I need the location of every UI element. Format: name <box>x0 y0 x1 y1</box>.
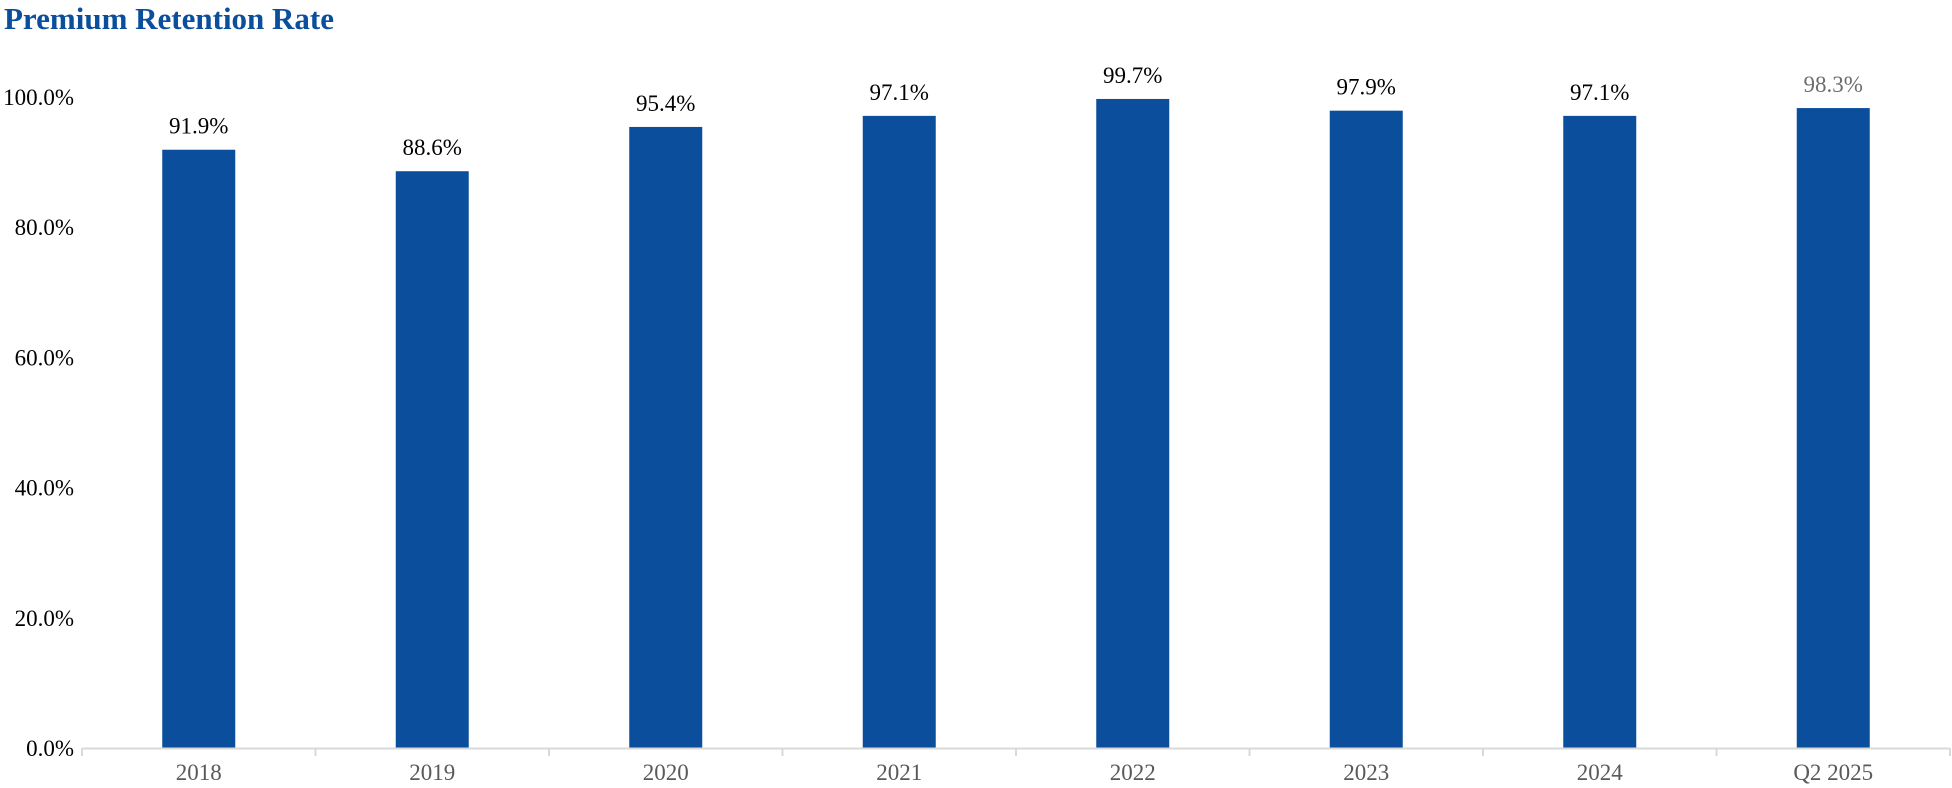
x-tick-label: 2018 <box>176 760 222 785</box>
x-tick-label: 2023 <box>1343 760 1389 785</box>
bar <box>1563 115 1637 748</box>
y-tick-label: 0.0% <box>26 736 74 761</box>
data-label: 98.3% <box>1804 72 1863 97</box>
bar <box>1096 98 1170 748</box>
bar <box>1796 108 1870 748</box>
x-tick-label: 2020 <box>643 760 689 785</box>
x-axis <box>81 747 1951 756</box>
data-label: 97.1% <box>1570 80 1629 105</box>
data-label: 95.4% <box>636 91 695 116</box>
data-label: 91.9% <box>169 114 228 139</box>
data-label: 97.1% <box>870 80 929 105</box>
y-tick-label: 40.0% <box>15 476 74 501</box>
chart-title: Premium Retention Rate <box>4 1 335 36</box>
y-tick-label: 60.0% <box>15 345 74 370</box>
x-tick-label: 2021 <box>876 760 922 785</box>
data-label: 99.7% <box>1103 63 1162 88</box>
y-tick-label: 80.0% <box>15 215 74 240</box>
data-labels: 91.9% 88.6% 95.4% 97.1% 99.7% 97.9% 97.1% 98.3% <box>169 63 1863 160</box>
bars <box>162 98 1870 749</box>
x-axis-labels: 2018 2019 2020 2021 2022 2023 2024 Q2 2025 <box>176 760 1873 785</box>
bar <box>1329 110 1403 748</box>
data-label: 88.6% <box>403 135 462 160</box>
bar <box>862 115 936 748</box>
y-tick-label: 100.0% <box>3 85 74 110</box>
y-axis-labels: 0.0% 20.0% 40.0% 60.0% 80.0% 100.0% <box>3 85 74 761</box>
bar <box>395 171 469 749</box>
bar <box>162 149 236 748</box>
y-tick-label: 20.0% <box>15 606 74 631</box>
x-tick-label: 2022 <box>1110 760 1156 785</box>
data-label: 97.9% <box>1337 75 1396 100</box>
x-tick-label: Q2 2025 <box>1793 760 1873 785</box>
bar <box>629 126 703 749</box>
x-tick-label: 2024 <box>1577 760 1624 785</box>
x-tick-label: 2019 <box>409 760 455 785</box>
